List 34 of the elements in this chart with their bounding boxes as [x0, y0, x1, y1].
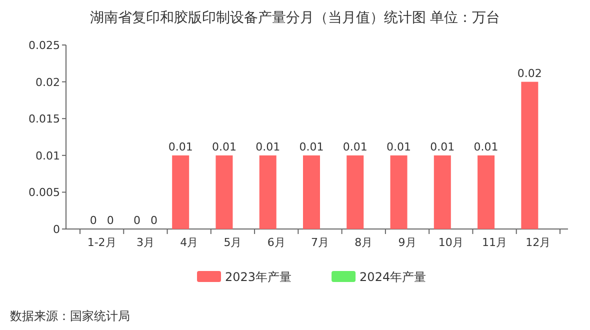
legend-label: 2023年产量	[225, 270, 292, 284]
source-note: 数据来源：国家统计局	[10, 309, 130, 323]
data-label: 0.01	[168, 140, 193, 154]
x-tick-label: 1-2月	[87, 236, 116, 249]
x-tick-label: 7月	[311, 236, 329, 249]
data-label: 0	[106, 214, 114, 227]
data-label: 0.01	[299, 140, 324, 154]
y-tick-label: 0.01	[36, 149, 60, 162]
y-tick-label: 0	[53, 223, 60, 236]
data-label: 0.01	[256, 140, 280, 154]
data-label: 0.02	[517, 66, 542, 80]
legend-label: 2024年产量	[360, 270, 426, 284]
y-tick-label: 0.02	[36, 76, 60, 89]
y-tick-label: 0.025	[28, 39, 60, 52]
x-tick-label: 12月	[526, 236, 551, 249]
y-tick-label: 0.005	[28, 186, 60, 200]
x-tick-label: 6月	[267, 236, 286, 249]
data-label: 0.01	[474, 140, 498, 154]
data-label: 0.01	[386, 140, 412, 154]
x-tick-label: 9月	[398, 236, 416, 249]
data-label: 0	[150, 214, 158, 227]
x-tick-label: 10月	[438, 236, 464, 249]
x-tick-label: 3月	[136, 236, 154, 249]
data-label: 0.01	[212, 140, 236, 154]
data-label: 0.01	[430, 140, 455, 154]
data-label: 0	[133, 214, 140, 227]
x-tick-label: 5月	[224, 236, 242, 249]
data-label: 0	[90, 214, 97, 227]
y-tick-label: 0.015	[28, 112, 60, 126]
x-tick-label: 11月	[482, 236, 508, 249]
x-tick-label: 4月	[180, 236, 198, 249]
x-tick-label: 8月	[354, 236, 373, 249]
data-label: 0.01	[342, 140, 368, 154]
chart-title: 湖南省复印和胶版印制设备产量分月（当月值）统计图 单位：万台	[90, 10, 500, 26]
